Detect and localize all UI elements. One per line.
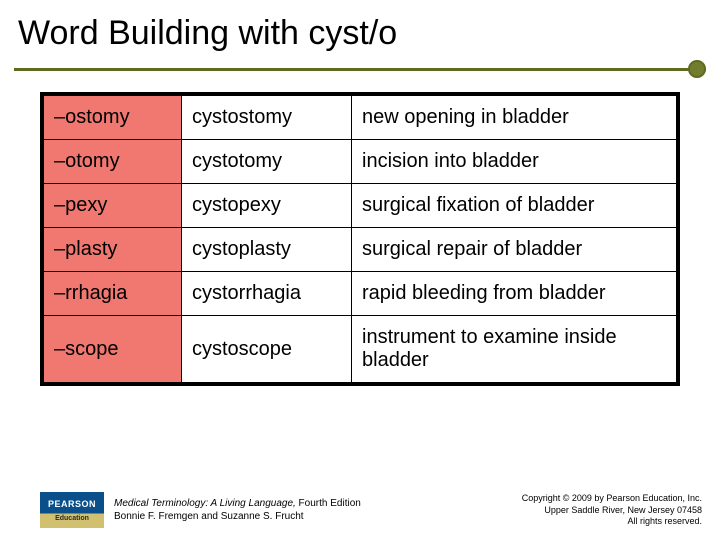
footer: PEARSON Education Medical Terminology: A… (0, 492, 720, 528)
table-row: –plasty cystoplasty surgical repair of b… (44, 228, 677, 272)
authors: Bonnie F. Fremgen and Suzanne S. Frucht (114, 510, 361, 523)
pearson-logo: PEARSON Education (40, 492, 104, 528)
copyright: Copyright © 2009 by Pearson Education, I… (522, 493, 702, 528)
logo-sub: Education (55, 515, 89, 522)
cell-definition: surgical fixation of bladder (352, 184, 677, 228)
cell-suffix: –plasty (44, 228, 182, 272)
table-row: –otomy cystotomy incision into bladder (44, 140, 677, 184)
table: –ostomy cystostomy new opening in bladde… (43, 95, 677, 383)
page-title: Word Building with cyst/o (0, 0, 720, 53)
cell-term: cystoscope (182, 316, 352, 383)
table-row: –scope cystoscope instrument to examine … (44, 316, 677, 383)
slide: Word Building with cyst/o –ostomy cystos… (0, 0, 720, 540)
logo-brand: PEARSON (48, 500, 96, 509)
copyright-line: Upper Saddle River, New Jersey 07458 (522, 505, 702, 517)
cell-definition: rapid bleeding from bladder (352, 272, 677, 316)
citation: Medical Terminology: A Living Language, … (114, 497, 361, 523)
table-row: –ostomy cystostomy new opening in bladde… (44, 96, 677, 140)
table-row: –pexy cystopexy surgical fixation of bla… (44, 184, 677, 228)
cell-term: cystopexy (182, 184, 352, 228)
cell-suffix: –otomy (44, 140, 182, 184)
copyright-line: Copyright © 2009 by Pearson Education, I… (522, 493, 702, 505)
cell-term: cystotomy (182, 140, 352, 184)
table-row: –rrhagia cystorrhagia rapid bleeding fro… (44, 272, 677, 316)
footer-left: PEARSON Education Medical Terminology: A… (40, 492, 361, 528)
word-building-table: –ostomy cystostomy new opening in bladde… (40, 92, 680, 386)
book-title: Medical Terminology: A Living Language, (114, 498, 296, 509)
cell-definition: new opening in bladder (352, 96, 677, 140)
cell-suffix: –ostomy (44, 96, 182, 140)
title-divider-circle (688, 60, 706, 78)
cell-definition: instrument to examine inside bladder (352, 316, 677, 383)
cell-suffix: –rrhagia (44, 272, 182, 316)
cell-definition: surgical repair of bladder (352, 228, 677, 272)
book-edition: Fourth Edition (296, 498, 361, 509)
copyright-line: All rights reserved. (522, 516, 702, 528)
title-divider-line (14, 68, 706, 71)
cell-definition: incision into bladder (352, 140, 677, 184)
cell-suffix: –pexy (44, 184, 182, 228)
cell-term: cystostomy (182, 96, 352, 140)
cell-suffix: –scope (44, 316, 182, 383)
cell-term: cystorrhagia (182, 272, 352, 316)
cell-term: cystoplasty (182, 228, 352, 272)
